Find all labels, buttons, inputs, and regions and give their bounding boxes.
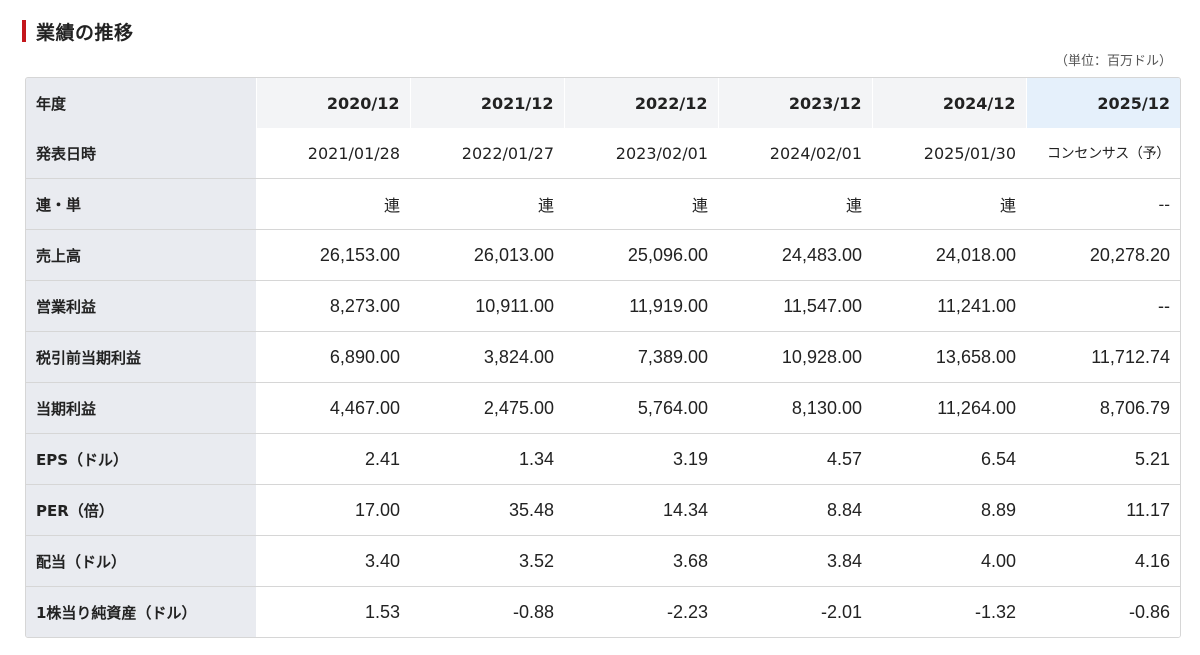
row-label: 配当（ドル） (26, 535, 256, 587)
row-label: 売上高 (26, 229, 256, 281)
table-row: 1株当り純資産（ドル） 1.53 -0.88 -2.23 -2.01 -1.32 -0.86 (26, 586, 1180, 637)
title-accent-bar (22, 20, 26, 42)
table-cell: 26,153.00 (256, 229, 410, 281)
table-cell: 26,013.00 (410, 229, 564, 281)
table-cell: 4.57 (718, 433, 872, 485)
table-cell: 11,547.00 (718, 280, 872, 332)
table-cell: -0.86 (1026, 586, 1180, 637)
table-cell: 24,483.00 (718, 229, 872, 281)
table-cell: 8,706.79 (1026, 382, 1180, 434)
year-header: 2021/12 (409, 78, 564, 128)
table-cell: 11,241.00 (872, 280, 1026, 332)
table-cell: 11,919.00 (564, 280, 718, 332)
performance-table: 年度 2020/12 2021/12 2022/12 2023/12 2024/… (26, 78, 1180, 637)
row-label: 1株当り純資産（ドル） (26, 586, 256, 637)
table-header-row: 年度 2020/12 2021/12 2022/12 2023/12 2024/… (26, 78, 1180, 128)
row-label: EPS（ドル） (26, 433, 256, 485)
table-cell: 連 (872, 178, 1026, 230)
table-cell: 2023/02/01 (564, 128, 718, 179)
table-cell: 17.00 (256, 484, 410, 536)
table-cell: 3.84 (718, 535, 872, 587)
table-cell: 2,475.00 (410, 382, 564, 434)
table-cell: 1.34 (410, 433, 564, 485)
table-cell: 4,467.00 (256, 382, 410, 434)
table-cell: 35.48 (410, 484, 564, 536)
year-header: 2023/12 (717, 78, 872, 128)
year-header: 2022/12 (563, 78, 718, 128)
table-row: 売上高 26,153.00 26,013.00 25,096.00 24,483.00 2… (26, 229, 1180, 281)
table-cell: 11,712.74 (1026, 331, 1180, 383)
table-cell: 1.53 (256, 586, 410, 637)
section-header: 業績の推移 (22, 18, 134, 44)
year-header: 2020/12 (255, 78, 410, 128)
table-row: 連・単連連連連連 -- (26, 178, 1180, 230)
table-cell: -2.01 (718, 586, 872, 637)
table-cell: 6.54 (872, 433, 1026, 485)
table-cell: 6,890.00 (256, 331, 410, 383)
year-header: 2024/12 (871, 78, 1026, 128)
table-cell: 24,018.00 (872, 229, 1026, 281)
table-cell: 3,824.00 (410, 331, 564, 383)
table-cell: 4.00 (872, 535, 1026, 587)
row-label: 連・単 (26, 178, 256, 230)
table-cell: 連 (718, 178, 872, 230)
table-cell: -0.88 (410, 586, 564, 637)
table-cell: 8.84 (718, 484, 872, 536)
table-cell: 連 (410, 178, 564, 230)
table-cell: 5,764.00 (564, 382, 718, 434)
table-cell: 3.19 (564, 433, 718, 485)
table-cell: 3.52 (410, 535, 564, 587)
table-cell: 10,911.00 (410, 280, 564, 332)
table-cell: 2.41 (256, 433, 410, 485)
header-label: 年度 (26, 78, 256, 128)
table-cell: 2025/01/30 (872, 128, 1026, 179)
table-row: EPS（ドル） 2.41 1.34 3.19 4.57 6.54 5.21 (26, 433, 1180, 485)
table-cell: 2024/02/01 (718, 128, 872, 179)
row-label: 当期利益 (26, 382, 256, 434)
row-label: PER（倍） (26, 484, 256, 536)
year-header-forecast: 2025/12 (1025, 78, 1180, 128)
row-label: 発表日時 (26, 128, 256, 179)
unit-note: （単位：百万ドル） (1054, 54, 1172, 69)
performance-table-container: 年度 2020/12 2021/12 2022/12 2023/12 2024/… (25, 77, 1181, 638)
table-row: 配当（ドル） 3.40 3.52 3.68 3.84 4.00 4.16 (26, 535, 1180, 587)
table-cell: 連 (256, 178, 410, 230)
table-row: PER（倍） 17.00 35.48 14.34 8.84 8.89 11.17 (26, 484, 1180, 536)
table-cell: 2022/01/27 (410, 128, 564, 179)
table-cell: 8,273.00 (256, 280, 410, 332)
table-cell: 8,130.00 (718, 382, 872, 434)
table-cell: -1.32 (872, 586, 1026, 637)
table-cell: コンセンサス（予） (1026, 128, 1180, 179)
table-cell: 2021/01/28 (256, 128, 410, 179)
table-cell: 13,658.00 (872, 331, 1026, 383)
table-row: 税引前当期利益 6,890.00 3,824.00 7,389.00 10,928.00… (26, 331, 1180, 383)
table-cell: 25,096.00 (564, 229, 718, 281)
table-row: 当期利益 4,467.00 2,475.00 5,764.00 8,130.00 11,2… (26, 382, 1180, 434)
table-cell: -2.23 (564, 586, 718, 637)
table-cell: 連 (564, 178, 718, 230)
table-cell: -- (1026, 178, 1180, 230)
table-row: 営業利益 8,273.00 10,911.00 11,919.00 11,547.00 1… (26, 280, 1180, 332)
table-cell: 3.68 (564, 535, 718, 587)
table-cell: 10,928.00 (718, 331, 872, 383)
row-label: 税引前当期利益 (26, 331, 256, 383)
table-cell: 3.40 (256, 535, 410, 587)
table-cell: 11,264.00 (872, 382, 1026, 434)
table-row: 発表日時 2021/01/28 2022/01/27 2023/02/01 2024/0… (26, 128, 1180, 179)
table-cell: 5.21 (1026, 433, 1180, 485)
table-cell: 4.16 (1026, 535, 1180, 587)
table-cell: 20,278.20 (1026, 229, 1180, 281)
table-cell: 11.17 (1026, 484, 1180, 536)
table-cell: 14.34 (564, 484, 718, 536)
table-cell: 7,389.00 (564, 331, 718, 383)
row-label: 営業利益 (26, 280, 256, 332)
table-cell: -- (1026, 280, 1180, 332)
table-body: 発表日時 2021/01/28 2022/01/27 2023/02/01 2024/0… (26, 128, 1180, 637)
table-cell: 8.89 (872, 484, 1026, 536)
section-title: 業績の推移 (36, 21, 134, 44)
